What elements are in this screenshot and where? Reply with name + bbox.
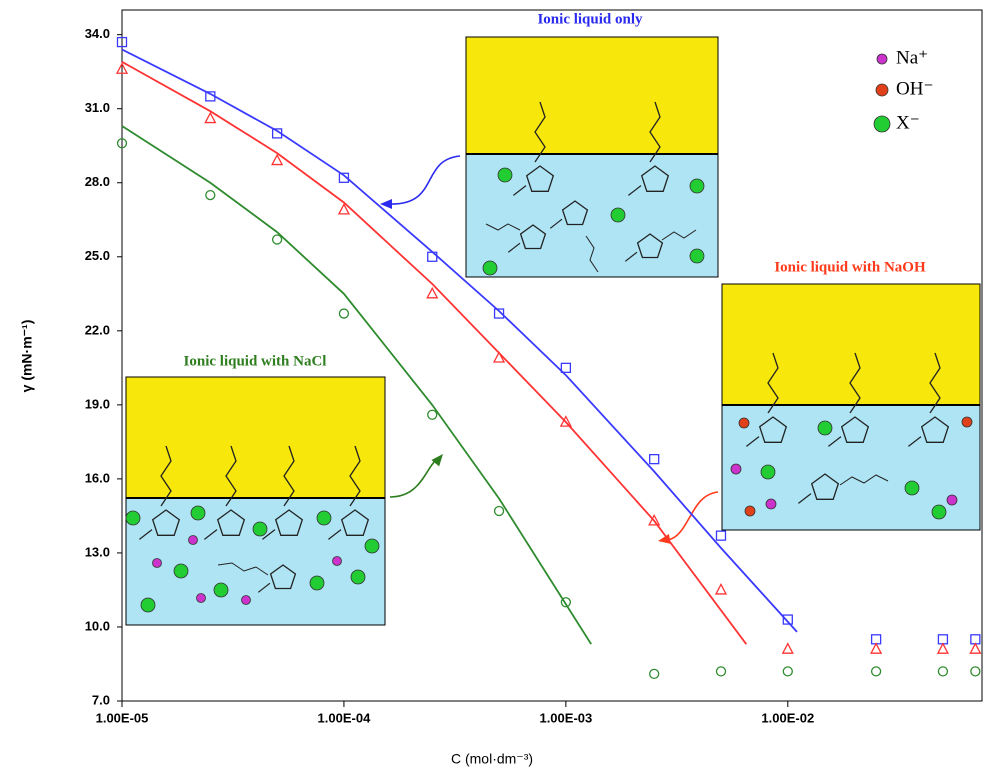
legend-swatch bbox=[876, 84, 888, 96]
data-point bbox=[783, 667, 792, 676]
y-tick-label: 25.0 bbox=[85, 248, 110, 263]
ion bbox=[317, 511, 331, 525]
legend-label: OH⁻ bbox=[896, 78, 933, 99]
data-point bbox=[970, 644, 980, 654]
data-point bbox=[716, 531, 725, 540]
annotation: Ionic liquid only bbox=[537, 11, 643, 27]
y-tick-label: 7.0 bbox=[92, 692, 110, 707]
ion bbox=[242, 596, 251, 605]
ion bbox=[214, 583, 228, 597]
data-point bbox=[783, 644, 793, 654]
ion bbox=[197, 594, 206, 603]
ion bbox=[310, 576, 324, 590]
ion bbox=[690, 179, 704, 193]
annotation: Ionic liquid with NaOH bbox=[774, 259, 926, 275]
y-tick-label: 34.0 bbox=[85, 26, 110, 41]
data-point bbox=[273, 235, 282, 244]
legend-label: X⁻ bbox=[896, 112, 920, 133]
inset-diagram bbox=[722, 284, 980, 530]
annotation: Ionic liquid with NaCl bbox=[184, 353, 327, 369]
arrow bbox=[390, 156, 460, 204]
ion bbox=[947, 495, 957, 505]
ion bbox=[141, 598, 155, 612]
x-tick-label: 1.00E-04 bbox=[318, 710, 372, 725]
arrow bbox=[390, 460, 436, 497]
ion bbox=[766, 499, 776, 509]
inset-diagram bbox=[466, 37, 718, 277]
data-point bbox=[205, 113, 215, 123]
ion bbox=[498, 168, 512, 182]
ion bbox=[731, 464, 741, 474]
arrow-head bbox=[431, 451, 446, 467]
y-tick-label: 16.0 bbox=[85, 470, 110, 485]
data-point bbox=[971, 667, 980, 676]
ion bbox=[191, 506, 205, 520]
legend-label: Na⁺ bbox=[896, 47, 928, 68]
x-axis-label: C (mol·dm⁻³) bbox=[451, 751, 533, 767]
air-phase bbox=[722, 284, 980, 405]
y-tick-label: 10.0 bbox=[85, 618, 110, 633]
ion bbox=[739, 418, 749, 428]
ion bbox=[932, 505, 946, 519]
ion bbox=[174, 564, 188, 578]
data-point bbox=[872, 667, 881, 676]
data-point bbox=[206, 191, 215, 200]
ion bbox=[611, 208, 625, 222]
x-tick-label: 1.00E-03 bbox=[539, 710, 592, 725]
ion bbox=[333, 557, 342, 566]
y-tick-label: 31.0 bbox=[85, 100, 110, 115]
y-tick-label: 13.0 bbox=[85, 544, 110, 559]
chart: C (mol·dm⁻³) γ (mN·m⁻¹) 7.0 10.0 13.0 16.0 1… bbox=[0, 0, 984, 775]
ion bbox=[126, 511, 140, 525]
y-tick-label: 19.0 bbox=[85, 396, 110, 411]
x-tick-label: 1.00E-02 bbox=[761, 710, 814, 725]
air-phase bbox=[466, 37, 718, 154]
y-tick-label: 28.0 bbox=[85, 174, 110, 189]
ion bbox=[761, 465, 775, 479]
x-tick-label: 1.00E-05 bbox=[96, 710, 149, 725]
legend-swatch bbox=[877, 54, 887, 64]
data-point bbox=[495, 506, 504, 515]
ion bbox=[745, 506, 755, 516]
ion bbox=[153, 559, 162, 568]
data-point bbox=[650, 669, 659, 678]
ion bbox=[189, 536, 198, 545]
data-point bbox=[339, 309, 348, 318]
data-point bbox=[716, 584, 726, 594]
ion bbox=[962, 417, 972, 427]
data-point bbox=[716, 667, 725, 676]
y-axis-label: γ (mN·m⁻¹) bbox=[19, 320, 35, 393]
data-point bbox=[871, 644, 881, 654]
ion bbox=[365, 539, 379, 553]
legend-swatch bbox=[874, 116, 890, 132]
data-point bbox=[938, 667, 947, 676]
ion bbox=[253, 522, 267, 536]
data-point bbox=[428, 410, 437, 419]
data-point bbox=[938, 644, 948, 654]
inset-diagram bbox=[126, 377, 385, 625]
data-point bbox=[427, 288, 437, 298]
ion bbox=[483, 261, 497, 275]
air-phase bbox=[126, 377, 385, 498]
ion bbox=[905, 481, 919, 495]
data-point bbox=[650, 455, 659, 464]
ion bbox=[351, 570, 365, 584]
ion bbox=[690, 249, 704, 263]
ion bbox=[818, 421, 832, 435]
y-tick-label: 22.0 bbox=[85, 322, 110, 337]
